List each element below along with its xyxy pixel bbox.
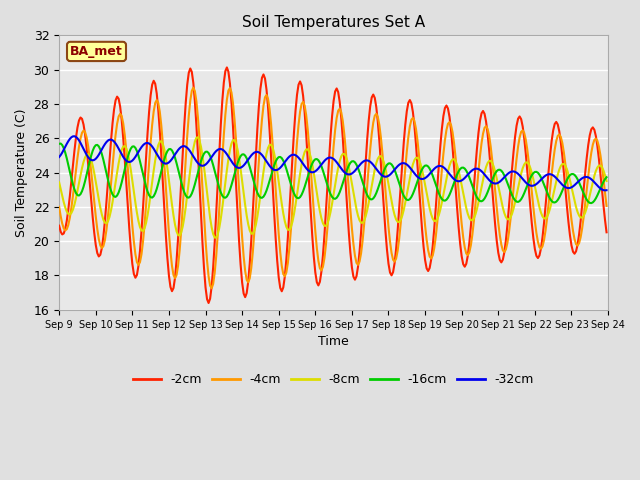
-4cm xyxy=(298,101,305,107)
Line: -4cm: -4cm xyxy=(59,88,607,288)
-2cm xyxy=(205,300,212,306)
-8cm xyxy=(298,162,305,168)
X-axis label: Time: Time xyxy=(318,335,349,348)
-4cm xyxy=(603,203,611,209)
-2cm xyxy=(223,64,230,70)
-16cm xyxy=(248,169,255,175)
-16cm xyxy=(220,194,228,200)
-16cm xyxy=(57,141,65,146)
-2cm xyxy=(122,180,130,185)
-8cm xyxy=(221,180,229,185)
Y-axis label: Soil Temperature (C): Soil Temperature (C) xyxy=(15,108,28,237)
-8cm xyxy=(603,178,611,184)
-8cm xyxy=(194,134,202,140)
-4cm xyxy=(240,253,248,259)
-2cm xyxy=(240,291,248,297)
-32cm xyxy=(296,156,304,162)
-32cm xyxy=(601,188,609,193)
-2cm xyxy=(298,83,305,88)
-8cm xyxy=(249,231,257,237)
-16cm xyxy=(603,174,611,180)
-32cm xyxy=(220,148,228,154)
Legend: -2cm, -4cm, -8cm, -16cm, -32cm: -2cm, -4cm, -8cm, -16cm, -32cm xyxy=(128,368,539,391)
Line: -2cm: -2cm xyxy=(59,67,607,303)
-32cm xyxy=(124,159,132,165)
-4cm xyxy=(249,250,257,255)
-32cm xyxy=(238,164,246,170)
-8cm xyxy=(575,213,583,218)
-2cm xyxy=(603,229,611,235)
-2cm xyxy=(55,223,63,228)
-16cm xyxy=(588,200,595,206)
-2cm xyxy=(249,210,257,216)
-32cm xyxy=(603,187,611,193)
-4cm xyxy=(189,85,197,91)
-32cm xyxy=(573,180,581,185)
-8cm xyxy=(122,145,130,151)
-32cm xyxy=(70,133,78,139)
-16cm xyxy=(573,176,581,182)
-16cm xyxy=(55,141,63,147)
-8cm xyxy=(240,190,248,196)
Line: -16cm: -16cm xyxy=(59,144,607,203)
Title: Soil Temperatures Set A: Soil Temperatures Set A xyxy=(242,15,425,30)
Text: BA_met: BA_met xyxy=(70,45,123,58)
-32cm xyxy=(248,153,255,158)
-4cm xyxy=(122,147,130,153)
-16cm xyxy=(238,152,246,157)
Line: -32cm: -32cm xyxy=(59,136,607,191)
-2cm xyxy=(575,231,583,237)
-4cm xyxy=(208,286,216,291)
-16cm xyxy=(124,154,132,160)
-2cm xyxy=(220,80,228,85)
-8cm xyxy=(55,180,63,185)
-4cm xyxy=(55,204,63,210)
-4cm xyxy=(221,112,229,118)
-8cm xyxy=(212,235,220,240)
-32cm xyxy=(55,154,63,160)
-16cm xyxy=(296,194,304,200)
Line: -8cm: -8cm xyxy=(59,137,607,238)
-4cm xyxy=(575,240,583,246)
